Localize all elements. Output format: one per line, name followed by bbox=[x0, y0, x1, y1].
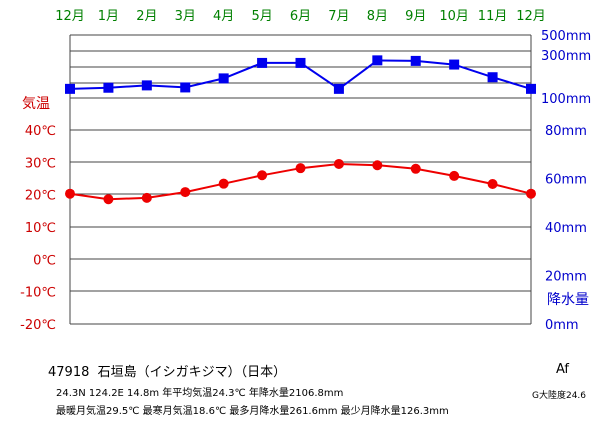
precipitation-point bbox=[257, 57, 268, 68]
precipitation-point bbox=[333, 83, 344, 94]
temperature-point bbox=[65, 188, 75, 199]
continentality: G大陸度24.6 bbox=[532, 391, 587, 401]
right-tick-label: 60mm bbox=[545, 173, 587, 188]
precipitation-point bbox=[218, 73, 229, 84]
month-label-top: 3月 bbox=[175, 9, 196, 24]
right-tick-label: 500mm bbox=[541, 29, 591, 44]
left-tick-label: 40℃ bbox=[25, 124, 56, 139]
station-line: 47918 石垣島（イシガキジマ）（日本） bbox=[48, 361, 286, 380]
temperature-point bbox=[526, 188, 536, 199]
precipitation-point bbox=[180, 82, 191, 93]
month-label-top: 2月 bbox=[136, 9, 157, 24]
right-tick-label: 300mm bbox=[541, 49, 591, 64]
temperature-point bbox=[141, 192, 152, 203]
precipitation-point bbox=[526, 83, 536, 94]
left-axis-label: 気温 bbox=[22, 96, 50, 112]
precipitation-point bbox=[449, 59, 460, 70]
station-name: 石垣島（イシガキジマ）（日本） bbox=[97, 365, 287, 380]
precipitation-point bbox=[410, 55, 421, 66]
month-label-top: 5月 bbox=[251, 9, 272, 24]
month-label-top: 12月 bbox=[516, 9, 546, 24]
right-tick-label: 20mm bbox=[545, 270, 587, 285]
left-tick-label: -10℃ bbox=[20, 286, 56, 301]
precipitation-point bbox=[65, 83, 75, 94]
stats-line-2: 最暖月気温29.5℃ 最寒月気温18.6℃ 最多月降水量261.6mm 最少月降… bbox=[56, 406, 449, 417]
right-tick-label: 100mm bbox=[541, 92, 591, 107]
right-tick-label: 40mm bbox=[545, 221, 587, 236]
temperature-point bbox=[372, 160, 383, 171]
right-tick-label: 80mm bbox=[545, 124, 587, 139]
temperature-point bbox=[487, 178, 498, 189]
precipitation-point bbox=[487, 72, 498, 83]
temperature-point bbox=[180, 187, 191, 198]
month-label-top: 6月 bbox=[290, 9, 311, 24]
temperature-point bbox=[333, 158, 344, 169]
precipitation-point bbox=[372, 55, 383, 66]
climate-class: Af bbox=[556, 362, 570, 377]
temperature-point bbox=[295, 163, 306, 174]
temperature-point bbox=[449, 170, 460, 181]
month-label-top: 7月 bbox=[328, 9, 349, 24]
temperature-point bbox=[410, 163, 421, 174]
left-tick-label: 30℃ bbox=[25, 156, 56, 171]
month-label-top: 12月 bbox=[55, 9, 85, 24]
stats-line-1: 24.3N 124.2E 14.8m 年平均気温24.3℃ 年降水量2106.8… bbox=[56, 388, 344, 399]
precipitation-point bbox=[103, 82, 114, 93]
month-label-top: 11月 bbox=[478, 9, 508, 24]
left-tick-label: 10℃ bbox=[25, 221, 56, 236]
precipitation-point bbox=[295, 57, 306, 68]
month-label-top: 10月 bbox=[439, 9, 469, 24]
left-tick-label: -20℃ bbox=[20, 318, 56, 333]
left-tick-label: 20℃ bbox=[25, 189, 56, 204]
station-code: 47918 bbox=[48, 365, 90, 380]
left-tick-label: 0℃ bbox=[33, 253, 56, 268]
precipitation-point bbox=[141, 80, 152, 91]
right-axis-label: 降水量 bbox=[547, 292, 589, 308]
temperature-point bbox=[257, 170, 268, 181]
right-tick-label: 0mm bbox=[545, 318, 579, 333]
temperature-point bbox=[103, 194, 114, 205]
month-label-top: 9月 bbox=[405, 9, 426, 24]
month-label-top: 1月 bbox=[98, 9, 119, 24]
climate-chart: 12月12月1月1月2月2月3月3月4月4月5月5月6月6月7月7月8月8月9月… bbox=[20, 9, 591, 333]
month-label-top: 4月 bbox=[213, 9, 234, 24]
temperature-point bbox=[218, 178, 229, 189]
month-label-top: 8月 bbox=[367, 9, 388, 24]
